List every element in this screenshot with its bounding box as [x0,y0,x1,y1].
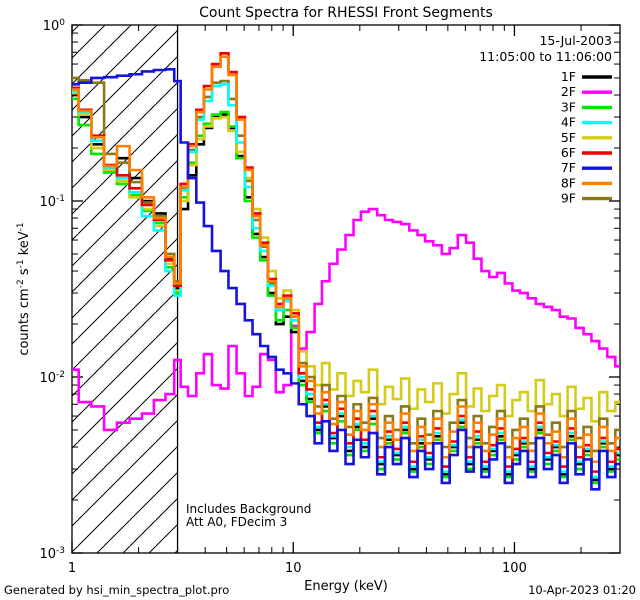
y-tick-label: 100 [43,18,66,34]
legend-label-8f: 8F [561,175,576,190]
page-title: Count Spectra for RHESSI Front Segments [199,5,493,21]
legend-label-5f: 5F [561,130,576,145]
y-tick-label: 10-2 [39,370,65,386]
x-tick-label: 1 [68,561,76,576]
legend-label-2f: 2F [561,84,576,99]
legend-label-3f: 3F [561,99,576,114]
ylabel-part-0: counts cm [17,288,32,355]
spectrum-curve-2f [72,207,620,432]
ylabel-part-1: -2 [16,279,26,288]
x-tick-label: 10 [285,561,302,576]
footer-timestamp: 10-Apr-2023 01:20 [528,583,636,597]
x-axis-ticks [71,25,621,553]
legend-label-9f: 9F [561,191,576,206]
x-axis-tick-labels: 1 10 100 [68,561,527,576]
note-attenuator-state: Att A0, FDecim 3 [186,515,287,529]
legend-label-6f: 6F [561,145,576,160]
y-tick-label: 10-1 [39,194,65,210]
y-tick-label: 10-3 [39,546,65,562]
observation-time-range: 11:05:00 to 11:06:00 [479,49,612,64]
ylabel-part-4: keV [17,231,32,259]
footer-generator: Generated by hsi_min_spectra_plot.pro [4,583,229,597]
legend-label-1f: 1F [561,69,576,84]
ylabel-part-5: -1 [16,222,26,231]
hatched-low-energy-region [72,25,179,553]
x-axis-label: Energy (keV) [304,579,388,594]
spectrum-curve-7f [72,68,620,491]
ylabel-part-3: -1 [16,259,26,268]
y-axis-tick-labels: 100 10-1 10-2 10-3 [39,18,65,562]
x-tick-label: 100 [502,561,527,576]
svg-text:counts cm-2 s-1 keV-1: counts cm-2 s-1 keV-1 [16,222,32,355]
observation-date: 15-Jul-2003 [539,33,612,48]
note-includes-background: Includes Background [186,502,311,516]
y-axis-label: counts cm-2 s-1 keV-1 [16,222,32,355]
spectra-curves [72,52,620,491]
legend-label-4f: 4F [561,115,576,130]
ylabel-part-2: s [17,268,32,279]
legend-label-7f: 7F [561,160,576,175]
